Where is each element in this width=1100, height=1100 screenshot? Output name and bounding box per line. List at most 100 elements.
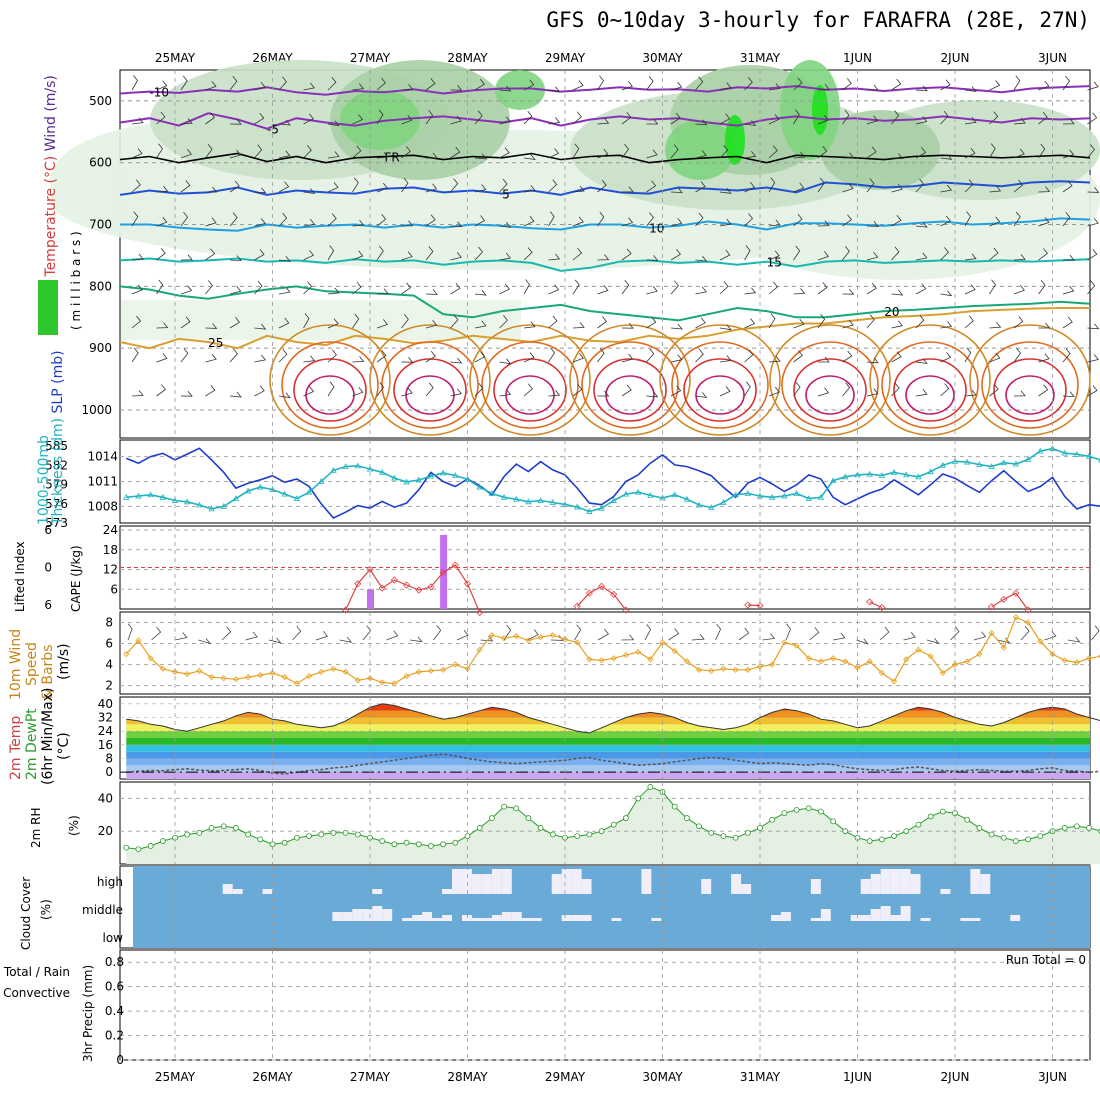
upper-wind-barb — [695, 255, 708, 262]
upper-wind-barb — [940, 321, 953, 329]
upper-wind-barb — [1087, 144, 1095, 159]
upper-wind-barb — [1038, 217, 1050, 227]
rh-point — [610, 821, 617, 828]
rh-point — [574, 833, 581, 840]
upper-wind-barb — [793, 213, 803, 227]
upper-wind-barb — [450, 283, 461, 295]
upper-wind-barb — [548, 347, 555, 363]
thickness-tick: 576 — [45, 497, 68, 511]
rh-point — [769, 816, 776, 823]
isotherm-5 — [119, 180, 1091, 196]
upper-wind-barb — [572, 384, 583, 397]
upper-wind-barb — [254, 354, 267, 363]
upper-wind-barb — [1062, 391, 1075, 398]
temp-band — [126, 700, 1090, 704]
panel-frame-upper — [119, 69, 1091, 439]
upper-wind-barb — [278, 212, 288, 227]
upper-wind-barb — [303, 386, 315, 397]
thickness-point — [232, 495, 240, 502]
rh-point — [123, 844, 130, 851]
temp-band — [126, 738, 1090, 745]
surface-wind-barb — [503, 624, 512, 641]
rh-point — [488, 815, 495, 821]
upper-wind-barb — [180, 285, 193, 295]
isotherm-label: 5 — [502, 188, 510, 202]
thickness-point — [915, 473, 922, 480]
upper-wind-barb — [891, 215, 902, 227]
surface-wind-barb — [738, 627, 750, 641]
upper-wind-barb — [891, 184, 903, 193]
upper-wind-barb — [229, 76, 238, 91]
rh-point — [330, 829, 337, 836]
cloud-mid-block — [810, 918, 821, 921]
upper-wind-barb — [278, 392, 291, 399]
upper-wind-barb — [621, 353, 634, 363]
thickness-point — [781, 492, 788, 499]
wind-point — [257, 672, 264, 679]
pressure-tick: 700 — [89, 218, 112, 232]
upper-wind-barb — [572, 185, 585, 193]
upper-wind-barb — [254, 81, 266, 91]
wind-point — [732, 666, 739, 673]
upper-wind-barb — [180, 75, 188, 91]
cloud-mid-block — [780, 912, 791, 921]
upper-wind-barb — [621, 322, 634, 329]
upper-wind-barb — [964, 347, 972, 363]
thickness-point — [293, 495, 301, 502]
cloud-high-block — [980, 874, 991, 894]
upper-wind-barb — [156, 143, 163, 159]
rh-point — [586, 831, 593, 838]
cloud-high-block — [731, 874, 742, 894]
rh-point — [306, 833, 312, 840]
surface-wind-barb — [785, 623, 791, 641]
rh-tick: 20 — [98, 824, 113, 838]
upper-wind-barb — [964, 253, 977, 261]
upper-wind-barb — [719, 82, 732, 91]
rh-point — [683, 815, 690, 821]
upper-wind-barb — [474, 215, 486, 227]
rh-point — [915, 821, 922, 828]
surface-temp-contour — [793, 358, 867, 422]
temp-band — [126, 751, 1090, 759]
precip-ylabel-total: Total / Rain — [3, 965, 70, 979]
cloud-ylabel-units: (%) — [39, 899, 53, 920]
wind-point — [159, 665, 166, 672]
upper-wind-barb — [646, 391, 659, 398]
rh-shade — [780, 60, 840, 160]
upper-wind-barb — [327, 381, 335, 397]
upper-wind-barb — [499, 315, 508, 329]
upper-wind-barb — [352, 386, 364, 397]
thickness-point — [829, 477, 837, 484]
upper-wind-barb — [621, 280, 630, 295]
slp-tick: 1008 — [87, 499, 118, 513]
surface-temp-contour — [683, 358, 757, 422]
upper-wind-barb — [401, 177, 409, 193]
cloud-mid-block — [611, 918, 622, 921]
upper-wind-barb — [1087, 112, 1098, 125]
wind-point — [842, 658, 849, 665]
rh-point — [818, 808, 824, 815]
upper-wind-barb — [401, 282, 412, 295]
wind-point — [671, 647, 678, 654]
slp-ylabel-part: 1000-500mb — [36, 431, 52, 525]
slp-tick: 1011 — [87, 475, 118, 489]
upper-wind-barb — [548, 86, 561, 93]
upper-wind-barb — [205, 112, 215, 125]
upper-wind-barb — [523, 110, 533, 125]
wind-point — [440, 666, 447, 673]
upper-wind-barb — [425, 382, 434, 397]
li-point — [451, 561, 459, 569]
upper-wind-barb — [1013, 316, 1024, 329]
wind-point — [513, 633, 520, 640]
surface-temp-contour — [493, 358, 567, 422]
cloud-mid-block — [970, 918, 981, 921]
wind-point — [208, 674, 215, 681]
upper-wind-barb — [1038, 353, 1050, 363]
surface-temp-contour — [993, 358, 1067, 422]
upper-wind-barb — [327, 213, 337, 227]
upper-wind-barb — [940, 247, 949, 261]
upper-wind-barb — [254, 112, 265, 125]
thickness-point — [476, 483, 483, 490]
temp-tick: 24 — [98, 724, 113, 738]
upper-wind-barb — [940, 79, 951, 91]
